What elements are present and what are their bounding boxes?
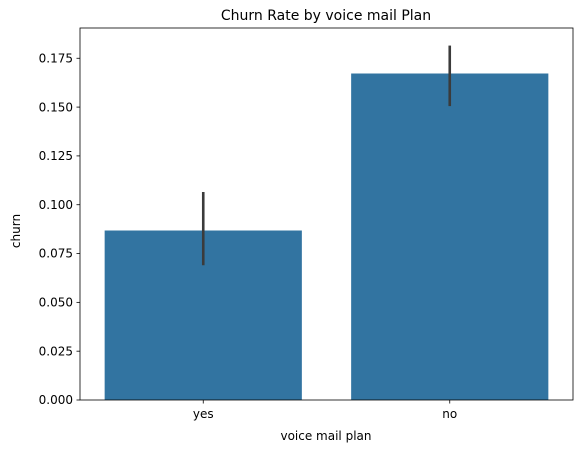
plot-frame	[79, 27, 574, 401]
y-tick-label: 0.100	[39, 198, 73, 212]
y-tick-label: 0.150	[39, 100, 73, 114]
bars	[104, 73, 549, 401]
y-tick-label: 0.175	[39, 51, 73, 65]
x-axis-label: voice mail plan	[280, 429, 371, 443]
y-tick-label: 0.125	[39, 149, 73, 163]
y-axis-label: churn	[9, 214, 23, 248]
bar-no	[351, 73, 549, 401]
y-tick-label: 0.075	[39, 247, 73, 261]
y-tick-label: 0.025	[39, 344, 73, 358]
y-axis: 0.000 0.025 0.050 0.075 0.100 0.125 0.150 0.175	[39, 51, 80, 407]
y-tick-label: 0.000	[39, 393, 73, 407]
x-tick-label: no	[442, 407, 457, 421]
x-tick-label: yes	[193, 407, 214, 421]
y-tick-label: 0.050	[39, 296, 73, 310]
error-bars	[201, 45, 452, 266]
x-axis: yes no	[193, 400, 457, 421]
chart-title: Churn Rate by voice mail Plan	[221, 8, 431, 24]
